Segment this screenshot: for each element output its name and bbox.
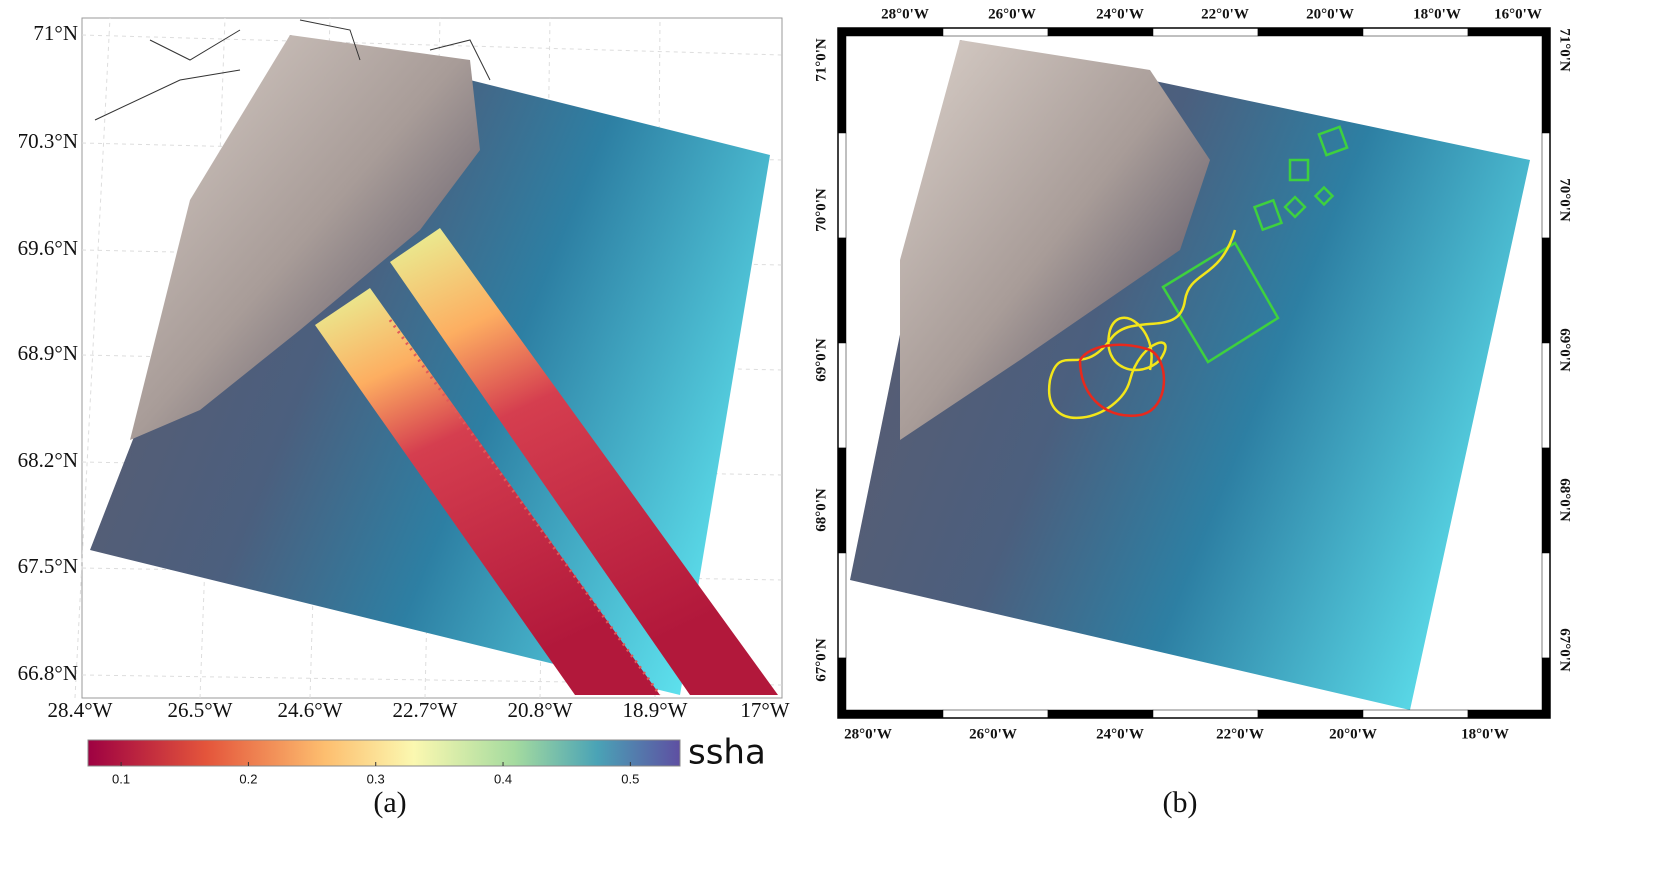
panel-b: (b) [837,27,1551,819]
bottom-label: 22°0'W [1216,726,1264,742]
border-segment [1541,447,1551,554]
top-label: 28°0'W [881,6,929,22]
lat-label: 70.3°N [18,129,78,153]
colorbar-tick-label: 0.2 [239,771,257,786]
lon-label: 28.4°W [48,698,113,722]
border-segment [1257,27,1364,37]
colorbar-label: ssha [688,733,766,773]
lon-label: 17°W [740,698,789,722]
swath-2 [390,228,778,695]
border-segment [1152,709,1259,719]
border-segment [1541,657,1551,719]
border-segment [1541,132,1551,239]
left-label: 69°0'N [813,338,829,382]
colorbar-tick-label: 0.5 [621,771,639,786]
border-segment [1362,709,1469,719]
lat-label: 69.6°N [18,236,78,260]
lat-label: 71°N [33,21,78,45]
lon-label: 24.6°W [278,698,343,722]
left-label: 67°0'N [813,638,829,682]
border-segment [1257,709,1364,719]
coastline [94,19,491,121]
track [388,319,662,696]
colorbar-tick-label: 0.4 [494,771,512,786]
border-segment [1047,709,1154,719]
border-segment [837,342,847,449]
top-label: 26°0'W [988,6,1036,22]
border-segment [837,27,944,37]
bottom-label: 20°0'W [1329,726,1377,742]
panel-a: ssha (a) [74,17,783,819]
bottom-label: 26°0'W [969,726,1017,742]
bottom-label: 24°0'W [1096,726,1144,742]
right-label: 70°0'N [1557,178,1573,222]
lon-label: 22.7°W [393,698,458,722]
border-segment [837,657,847,719]
border-segment [837,447,847,554]
bottom-label: 18°0'W [1461,726,1509,742]
swath-1 [315,288,660,695]
right-label: 68°0'N [1557,478,1573,522]
border-segment [837,552,847,659]
top-label: 16°0'W [1494,6,1542,22]
right-label: 71°0'N [1557,28,1573,72]
colorbar-tick-label: 0.1 [112,771,130,786]
border-segment [1467,709,1551,719]
border-segment [837,237,847,344]
top-label: 18°0'W [1413,6,1461,22]
border-segment [1047,27,1154,37]
land [900,40,1210,440]
drifter-tracks [1047,229,1237,420]
caption: (a) [373,786,406,819]
colorbar [87,739,681,767]
border-segment [942,27,1049,37]
border-segment [942,709,1049,719]
eddy-boxes [1161,125,1349,364]
lat-label: 68.2°N [18,448,78,472]
top-label: 20°0'W [1306,6,1354,22]
border-segment [1541,27,1551,134]
lat-label: 66.8°N [18,661,78,685]
right-label: 67°0'N [1557,628,1573,672]
border-segment [1541,552,1551,659]
border-segment [1467,27,1551,37]
lat-label: 68.9°N [18,341,78,365]
land [130,35,480,440]
caption: (b) [1163,786,1198,819]
lon-label: 26.5°W [168,698,233,722]
border-segment [837,709,944,719]
right-label: 69°0'N [1557,328,1573,372]
border-segment [1541,237,1551,344]
colorbar-tick-label: 0.3 [367,771,385,786]
left-label: 70°0'N [813,188,829,232]
bottom-label: 28°0'W [844,726,892,742]
border-segment [837,27,847,134]
lon-label: 18.9°W [623,698,688,722]
frame-outline [837,27,1551,719]
top-label: 24°0'W [1096,6,1144,22]
lon-label: 20.8°W [508,698,573,722]
lat-label: 67.5°N [18,554,78,578]
left-label: 71°0'N [813,38,829,82]
border-segment [1152,27,1259,37]
left-label: 68°0'N [813,488,829,532]
border-segment [837,132,847,239]
border-segment [1362,27,1469,37]
top-label: 22°0'W [1201,6,1249,22]
border-segment [1541,342,1551,449]
